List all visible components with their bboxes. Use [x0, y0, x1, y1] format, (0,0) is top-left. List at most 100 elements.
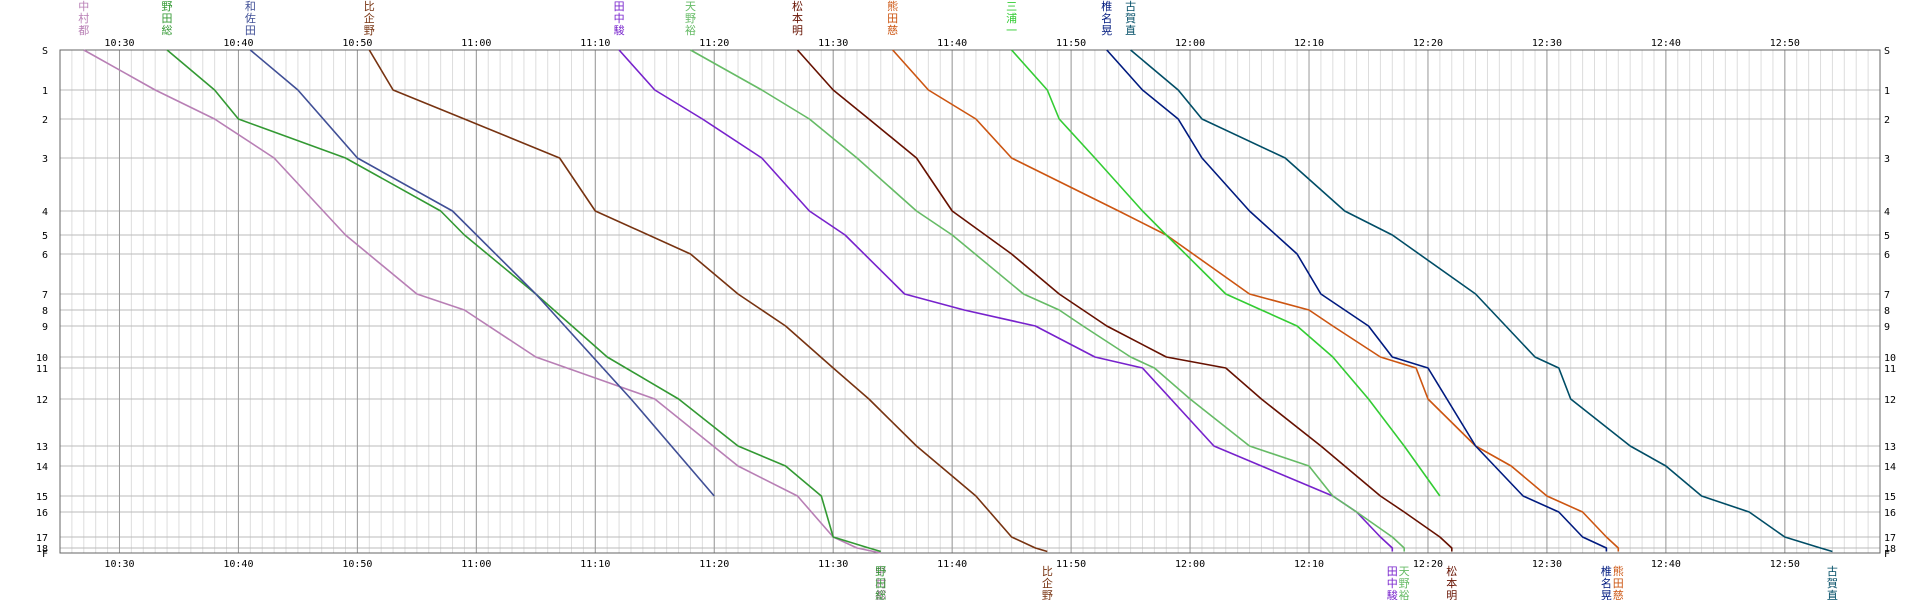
series-line-9 [1011, 49, 1441, 497]
runner-label-bottom: 中村都 [875, 565, 886, 600]
x-tick-label-top: 11:50 [1056, 38, 1086, 49]
x-tick-label-top: 11:10 [580, 38, 610, 49]
runner-label-bottom: 椎名晃 [1601, 564, 1612, 600]
runner-label-bottom: 田中駿 [1387, 565, 1398, 600]
runner-label-top: 中村都 [78, 0, 89, 37]
station-label-left: 7 [42, 290, 48, 301]
runner-label-top: 椎名晃 [1101, 0, 1112, 37]
station-label-left: F [42, 549, 48, 560]
x-tick-label-bottom: 10:40 [223, 559, 253, 570]
x-tick-label-top: 12:00 [1175, 38, 1205, 49]
x-tick-label-top: 11:00 [461, 38, 491, 49]
x-tick-label-bottom: 11:10 [580, 559, 610, 570]
x-tick-label-bottom: 11:20 [699, 559, 729, 570]
x-tick-label-top: 12:40 [1651, 38, 1681, 49]
x-tick-label-bottom: 12:40 [1651, 559, 1681, 570]
x-tick-label-bottom: 11:00 [461, 559, 491, 570]
x-tick-label-bottom: 12:00 [1175, 559, 1205, 570]
x-tick-label-bottom: 10:50 [342, 559, 372, 570]
grid-major [118, 50, 1786, 553]
station-label-right: 9 [1884, 322, 1890, 333]
series-line-11 [1130, 49, 1833, 553]
station-label-right: 3 [1884, 154, 1890, 165]
runner-label-top: 松本明 [792, 0, 803, 37]
station-label-right: 16 [1884, 508, 1896, 519]
series-line-3 [249, 49, 715, 497]
runner-label-bottom: 松本明 [1446, 564, 1457, 600]
station-label-left: 15 [36, 492, 48, 503]
x-tick-label-bottom: 11:50 [1056, 559, 1086, 570]
grid-minor [59, 49, 1881, 554]
station-label-right: 1 [1884, 86, 1890, 97]
station-label-right: 7 [1884, 290, 1890, 301]
x-tick-label-top: 11:30 [818, 38, 848, 49]
runner-label-top: 熊田慈 [887, 0, 898, 37]
x-tick-label-top: 12:50 [1770, 38, 1800, 49]
x-tick-label-top: 10:30 [104, 38, 134, 49]
runner-label-bottom: 比企野 [1042, 565, 1053, 600]
station-label-right: 10 [1884, 353, 1896, 364]
series-line-10 [1106, 49, 1608, 552]
station-label-right: 15 [1884, 492, 1896, 503]
series-line-5 [618, 49, 1394, 552]
x-tick-label-bottom: 12:20 [1413, 559, 1443, 570]
runner-label-top: 比企野 [364, 0, 375, 37]
station-label-right: 2 [1884, 115, 1890, 126]
station-label-left: 3 [42, 154, 48, 165]
x-tick-label-top: 12:30 [1532, 38, 1562, 49]
series-line-7 [796, 49, 1453, 552]
station-label-left: 5 [42, 231, 48, 242]
x-tick-label-top: 10:40 [223, 38, 253, 49]
x-tick-label-top: 11:20 [699, 38, 729, 49]
station-label-right: 4 [1884, 207, 1890, 218]
station-label-left: 17 [36, 533, 48, 544]
series-line-6 [690, 49, 1405, 552]
series-line-1 [83, 49, 881, 554]
station-label-left: 10 [36, 353, 48, 364]
x-tick-label-top: 12:10 [1294, 38, 1324, 49]
runner-label-bottom: 天野裕 [1399, 565, 1410, 600]
runner-label-top: 古賀直 [1125, 0, 1136, 37]
series-line-4 [368, 49, 1048, 553]
x-tick-label-bottom: 11:40 [937, 559, 967, 570]
runner-label-top: 三浦一 [1006, 0, 1017, 37]
station-label-left: 18 [36, 544, 48, 555]
x-tick-label-bottom: 12:50 [1770, 559, 1800, 570]
station-label-left: 8 [42, 306, 48, 317]
x-tick-label-bottom: 11:30 [818, 559, 848, 570]
x-tick-label-top: 10:50 [342, 38, 372, 49]
station-label-left: 9 [42, 322, 48, 333]
station-label-left: 4 [42, 207, 48, 218]
x-tick-label-bottom: 12:10 [1294, 559, 1324, 570]
x-tick-label-bottom: 10:30 [104, 559, 134, 570]
station-label-left: 13 [36, 442, 48, 453]
station-label-right: 5 [1884, 231, 1890, 242]
runner-label-top: 天野裕 [685, 0, 696, 37]
top-runner-labels: 中村都 野田総 和佐田 比企野 田中駿 天野裕 松本明 熊田慈 三浦一 椎名晃 古賀直 [78, 0, 1136, 37]
runner-label-top: 野田総 [162, 0, 173, 37]
station-label-left: 6 [42, 250, 48, 261]
runner-label-top: 和佐田 [245, 0, 256, 37]
station-label-right: 18 [1884, 544, 1896, 555]
station-label-left: 14 [36, 462, 48, 473]
series-line-2 [166, 49, 882, 553]
station-label-left: 2 [42, 115, 48, 126]
station-label-left: S [42, 46, 48, 57]
station-label-right: 17 [1884, 533, 1896, 544]
plot-frame [59, 49, 1881, 554]
runner-label-bottom: 熊田慈 [1613, 564, 1624, 600]
station-label-right: 12 [1884, 395, 1896, 406]
station-label-right: S [1884, 46, 1890, 57]
x-tick-label-top: 12:20 [1413, 38, 1443, 49]
runner-label-bottom: 野田総 [875, 565, 886, 600]
station-label-left: 11 [36, 364, 48, 375]
station-label-right: 13 [1884, 442, 1896, 453]
axes: 10:30 10:30 10:40 10:40 10:50 10:50 11:00 11:00… [36, 38, 1896, 570]
runner-label-bottom: 古賀直 [1827, 565, 1838, 600]
series-line-8 [892, 49, 1620, 552]
station-label-right: 11 [1884, 364, 1896, 375]
x-tick-label-bottom: 12:30 [1532, 559, 1562, 570]
series-lines [83, 49, 1833, 554]
